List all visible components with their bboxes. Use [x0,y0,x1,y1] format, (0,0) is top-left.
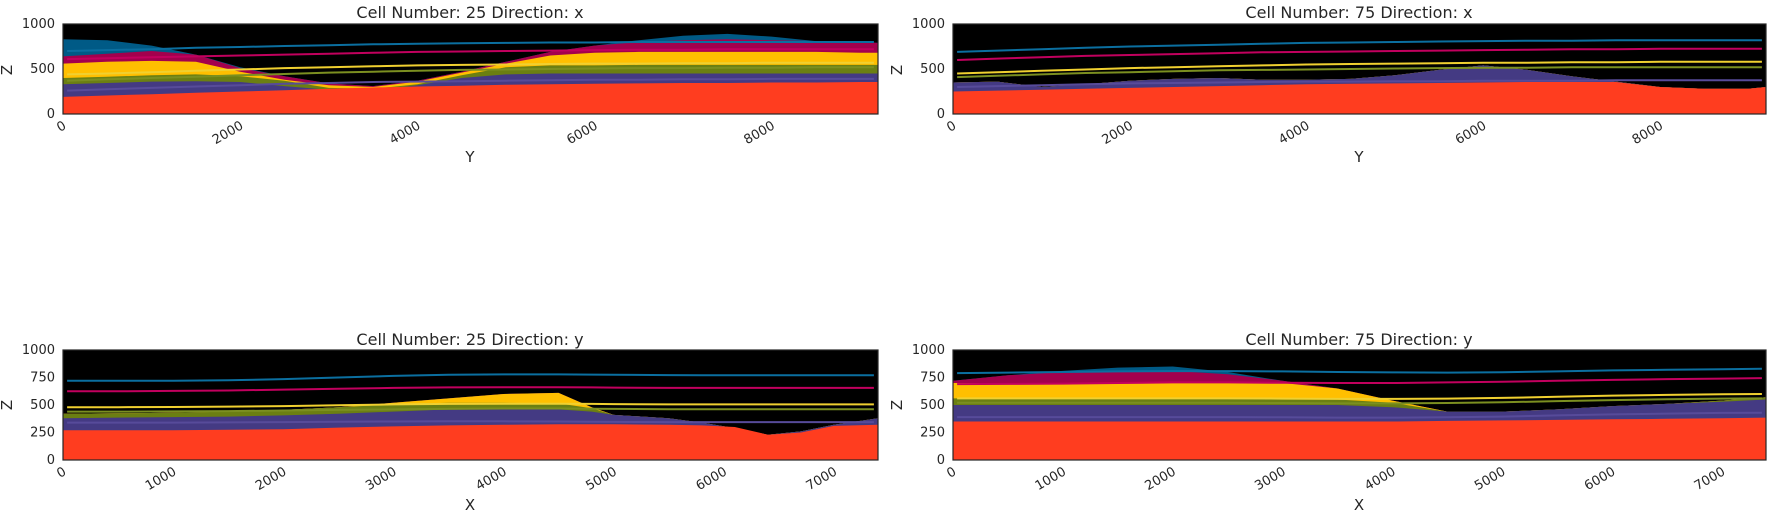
panel-cell25-y: Cell Number: 25 Direction: y Z X 0 250 500… [0,330,879,514]
x-tick-label: 7000 [1692,464,1728,494]
surface-line-blue [67,373,874,382]
panel-cell25-x: Cell Number: 25 Direction: x Z Y 0 500 100… [0,3,879,166]
x-tick-label: 3000 [1252,464,1288,494]
panel-title: Cell Number: 75 Direction: y [1245,330,1472,349]
panel-cell75-y: Cell Number: 75 Direction: y Z X 0 250 500… [888,330,1767,514]
x-tick-label: 4000 [473,464,509,494]
surface-line-yellow [957,393,1762,400]
surface-line-magenta [67,386,874,393]
surface-line-magenta [957,377,1762,386]
y-tick-label: 1000 [912,17,945,32]
surface-line-magenta [67,48,874,61]
basement-area [63,82,878,114]
x-tick-label: 0 [944,464,959,481]
y-tick-label: 500 [920,62,945,77]
plot-frame [952,23,1767,115]
y-tick-label: 0 [47,107,55,122]
surface-line-magenta [957,47,1762,61]
y-axis-label: Z [888,400,906,410]
x-axis-label: X [1354,496,1364,514]
y-tick-label: 0 [47,453,55,468]
x-tick-label: 7000 [804,464,840,494]
y-tick-label: 500 [30,398,55,413]
x-tick-label: 8000 [1630,118,1666,148]
panel-title: Cell Number: 75 Direction: x [1245,3,1472,22]
x-tick-label: 0 [54,118,69,135]
x-tick-label: 6000 [694,464,730,494]
surface-line-blue [67,41,874,52]
y-axis-label: Z [0,400,16,410]
x-tick-label: 2000 [210,118,246,148]
y-tick-label: 500 [920,398,945,413]
panel-title: Cell Number: 25 Direction: y [356,330,583,349]
y-axis-label: Z [888,65,906,75]
x-tick-label: 3000 [363,464,399,494]
x-tick-label: 6000 [564,118,600,148]
x-tick-label: 1000 [143,464,179,494]
surface-line-yellow [67,402,874,409]
surface-line-olive [957,397,1762,405]
x-tick-label: 8000 [742,118,778,148]
y-tick-label: 250 [920,426,945,441]
plot-area: 0 500 1000 0 2000 4000 6000 8000 [22,17,879,148]
surface-line-blue [957,367,1762,375]
x-tick-label: 5000 [584,464,620,494]
x-axis-label: Y [1353,148,1364,166]
plot-area: 0 250 500 750 1000 0 1000 2000 3000 4000 5000 6000 7… [912,343,1767,494]
surface-line-purple [957,411,1762,419]
x-tick-label: 0 [944,118,959,135]
y-tick-label: 1000 [912,343,945,358]
y-tick-label: 0 [937,453,945,468]
x-tick-label: 4000 [1276,118,1312,148]
y-tick-label: 750 [920,371,945,386]
surface-line-olive [67,407,874,413]
panel-cell75-x: Cell Number: 75 Direction: x Z Y 0 500 100… [888,3,1767,166]
plot-area: 0 250 500 750 1000 0 1000 2000 3000 4000 5000 6000 7… [22,343,879,494]
x-axis-label: Y [464,148,475,166]
x-tick-label: 0 [54,464,69,481]
y-tick-label: 750 [30,371,55,386]
x-tick-label: 2000 [1100,118,1136,148]
surface-line-purple [67,420,874,424]
basement-area [953,417,1766,460]
x-tick-label: 4000 [387,118,423,148]
surface-line-yellow [957,60,1762,75]
x-tick-label: 2000 [253,464,289,494]
y-tick-label: 1000 [22,17,55,32]
basement-area [63,424,878,460]
panel-title: Cell Number: 25 Direction: x [356,3,583,22]
surface-line-olive [957,66,1762,79]
plot-frame [62,23,879,115]
surface-line-yellow [67,61,874,76]
surface-line-blue [957,39,1762,53]
y-tick-label: 250 [30,426,55,441]
y-tick-label: 500 [30,62,55,77]
plot-area: 0 500 1000 0 2000 4000 6000 8000 [912,17,1767,148]
surface-line-purple [67,77,874,92]
surface-line-purple [957,79,1762,88]
x-tick-label: 6000 [1582,464,1618,494]
x-tick-label: 2000 [1143,464,1179,494]
x-axis-label: X [465,496,475,514]
basement-area [953,82,1766,114]
x-tick-label: 1000 [1033,464,1069,494]
plot-frame [952,349,1767,461]
y-tick-label: 0 [937,107,945,122]
y-axis-label: Z [0,65,16,75]
x-tick-label: 5000 [1472,464,1508,494]
x-tick-label: 6000 [1453,118,1489,148]
surface-line-olive [67,66,874,82]
x-tick-label: 4000 [1362,464,1398,494]
plot-frame [62,349,879,461]
y-tick-label: 1000 [22,343,55,358]
